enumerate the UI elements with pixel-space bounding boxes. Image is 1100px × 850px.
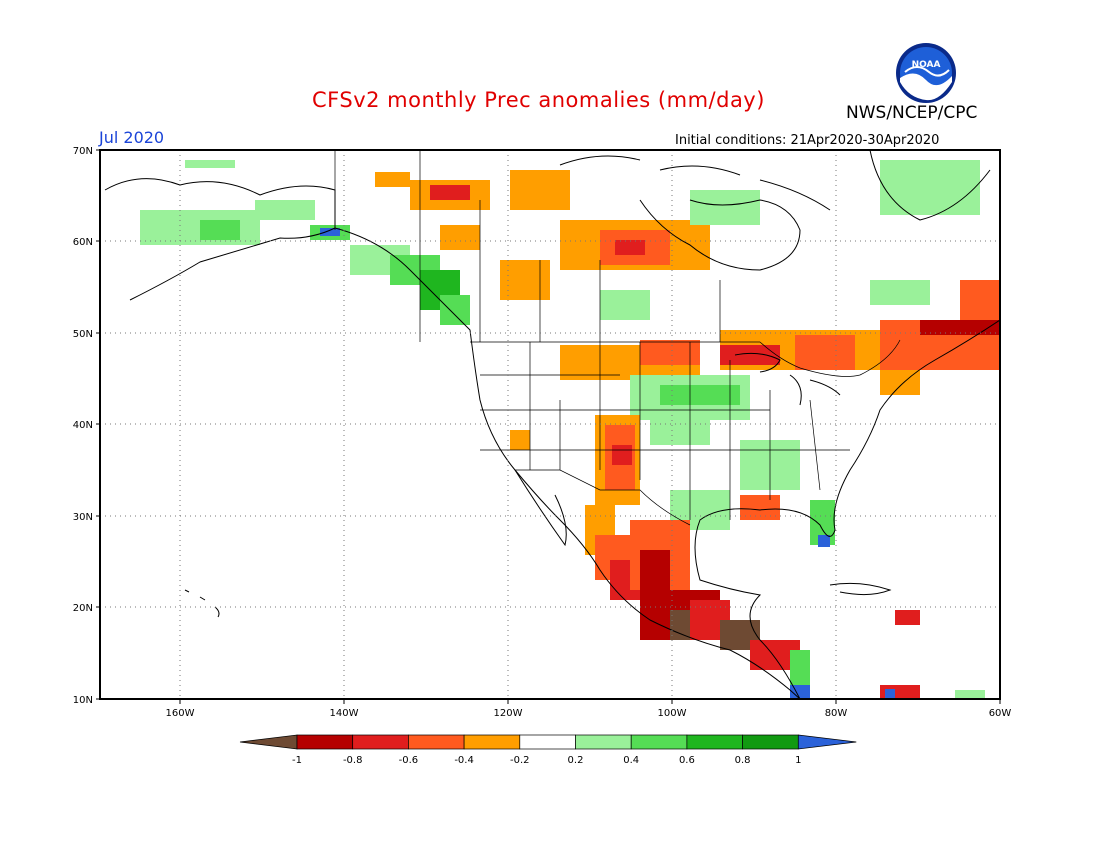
colorbar-segment bbox=[408, 734, 465, 750]
lat-label: 50N bbox=[73, 329, 93, 340]
axis-ticks bbox=[96, 149, 1001, 704]
coastlines bbox=[104, 150, 1000, 699]
colorbar-tick-label: 1 bbox=[795, 755, 801, 766]
lat-label: 20N bbox=[73, 603, 93, 614]
colorbar-arrow-high bbox=[797, 734, 857, 750]
lon-label: 140W bbox=[330, 708, 359, 719]
anomaly-field bbox=[140, 160, 1000, 699]
lat-label: 10N bbox=[73, 695, 93, 706]
agency-label: NWS/NCEP/CPC bbox=[846, 103, 978, 123]
graticule bbox=[100, 150, 1000, 699]
colorbar-segment bbox=[575, 734, 632, 750]
colorbar-segment bbox=[352, 734, 409, 750]
lat-label: 60N bbox=[73, 237, 93, 248]
colorbar-tick-label: 0.6 bbox=[679, 755, 695, 766]
colorbar-segment bbox=[296, 734, 354, 750]
colorbar-tick-label: -0.4 bbox=[454, 755, 474, 766]
noaa-logo-icon: NOAA bbox=[896, 43, 956, 103]
colorbar-segment bbox=[630, 734, 688, 750]
logo-text: NOAA bbox=[912, 60, 941, 70]
colorbar-tick-label: -1 bbox=[292, 755, 302, 766]
colorbar-tick-label: -0.8 bbox=[343, 755, 363, 766]
lon-label: 100W bbox=[658, 708, 687, 719]
lon-label: 60W bbox=[989, 708, 1012, 719]
colorbar-segment bbox=[742, 734, 799, 750]
colorbar-tick-label: -0.2 bbox=[510, 755, 530, 766]
colorbar-arrow-low bbox=[239, 734, 298, 750]
colorbar-tick-label: 0.4 bbox=[623, 755, 639, 766]
latitude-labels: 70N 60N 50N 40N 30N 20N 10N bbox=[73, 146, 93, 706]
colorbar: -1 -0.8 -0.6 -0.4 -0.2 0.2 0.4 0.6 0.8 1 bbox=[239, 734, 857, 766]
lat-label: 40N bbox=[73, 420, 93, 431]
lat-label: 70N bbox=[73, 146, 93, 157]
lat-label: 30N bbox=[73, 512, 93, 523]
initial-conditions: Initial conditions: 21Apr2020-30Apr2020 bbox=[675, 133, 940, 148]
colorbar-tick-label: 0.2 bbox=[568, 755, 584, 766]
longitude-labels: 160W 140W 120W 100W 80W 60W bbox=[166, 708, 1012, 719]
colorbar-segment bbox=[463, 734, 521, 750]
colorbar-tick-label: -0.6 bbox=[399, 755, 419, 766]
lon-label: 80W bbox=[825, 708, 848, 719]
political-boundaries bbox=[334, 150, 901, 526]
colorbar-segment bbox=[686, 734, 743, 750]
chart-title: CFSv2 monthly Prec anomalies (mm/day) bbox=[312, 88, 765, 112]
colorbar-tick-label: 0.8 bbox=[735, 755, 751, 766]
colorbar-segment bbox=[519, 734, 576, 750]
lon-label: 120W bbox=[494, 708, 523, 719]
forecast-month: Jul 2020 bbox=[99, 128, 165, 147]
lon-label: 160W bbox=[166, 708, 195, 719]
